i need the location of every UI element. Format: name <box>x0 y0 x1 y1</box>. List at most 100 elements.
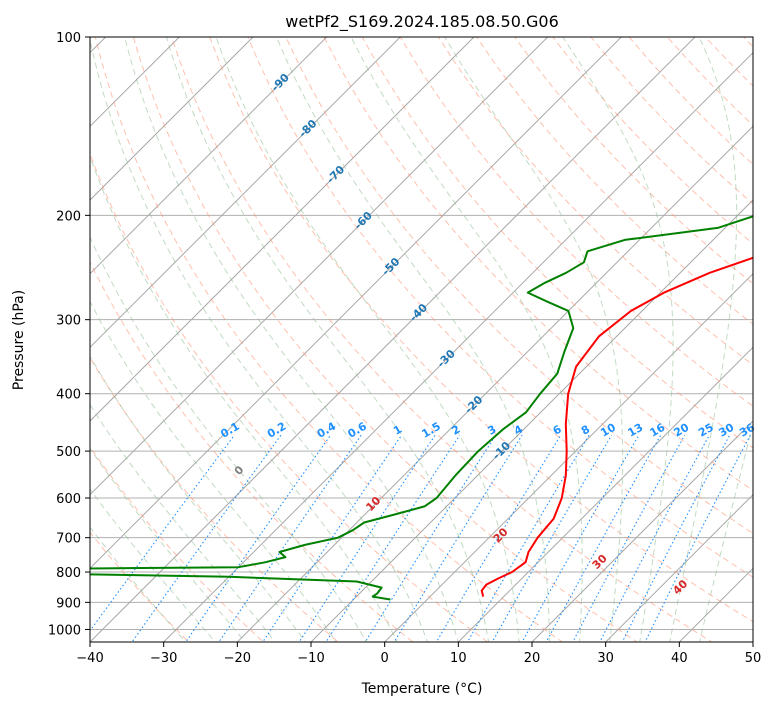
isotherm-line <box>236 125 753 642</box>
moist-adiabat-lines <box>90 37 753 642</box>
mixing-ratio-label: 30 <box>717 421 737 440</box>
isotherm-line <box>90 37 254 201</box>
mixing-ratio-line <box>466 434 590 642</box>
dry-adiabat-line <box>755 10 775 654</box>
moist-adiabat-line <box>562 37 674 642</box>
moist-adiabat-line <box>90 488 216 642</box>
mixing-ratio-label: 0.1 <box>218 420 241 441</box>
moist-adiabat-line <box>699 421 753 642</box>
y-tick-label: 200 <box>56 209 81 224</box>
moist-adiabat-line <box>90 526 187 642</box>
mixing-ratio-line <box>521 434 640 642</box>
moist-adiabat-line <box>444 37 624 642</box>
mixing-ratio-label: 1 <box>391 423 404 438</box>
x-tick-label: 20 <box>524 651 541 666</box>
isotherm-line <box>90 37 549 496</box>
mixing-ratio-label: 2 <box>449 423 462 438</box>
y-axis-label: Pressure (hPa) <box>11 290 27 390</box>
dry-adiabat-line <box>90 260 414 642</box>
y-tick-label: 400 <box>56 388 81 403</box>
isotherm-label: -20 <box>462 393 485 416</box>
isotherm-line <box>90 37 402 349</box>
mixing-ratio-label: 0.6 <box>345 419 369 440</box>
mixing-ratio-line <box>262 434 403 642</box>
dry-adiabat-line <box>170 37 713 642</box>
moist-adiabat-line <box>90 235 367 642</box>
isotherm-line <box>90 37 696 642</box>
mixing-ratio-line <box>621 434 731 642</box>
mixing-ratio-line <box>435 434 562 642</box>
y-tick-label: 600 <box>56 492 81 507</box>
x-tick-label: −40 <box>76 651 103 666</box>
isotherm-line <box>457 346 753 642</box>
mixing-ratio-label: 0.4 <box>315 419 339 440</box>
x-tick-label: 40 <box>671 651 688 666</box>
dry-adiabat-line <box>247 37 753 578</box>
mixing-ratio-line <box>545 434 662 642</box>
y-tick-label: 700 <box>56 532 81 547</box>
mixing-ratio-label: 16 <box>647 421 667 440</box>
mixing-ratio-line <box>325 434 461 642</box>
dry-adiabat-lines <box>90 10 775 654</box>
dry-adiabat-line <box>514 37 753 285</box>
dry-adiabat-line <box>90 356 339 642</box>
isotherm-line <box>90 37 181 128</box>
isotherm-label: -60 <box>352 209 375 232</box>
dry-adiabat-line <box>742 37 753 48</box>
moist-adiabat-line <box>90 38 429 642</box>
moist-adiabat-line <box>215 37 520 642</box>
y-tick-label: 500 <box>56 445 81 460</box>
dry-adiabat-line <box>476 37 753 325</box>
x-tick-label: 0 <box>381 651 389 666</box>
mixing-ratio-label: 1.5 <box>420 420 443 441</box>
moist-adiabat-line <box>90 300 337 642</box>
dry-adiabat-line <box>323 37 753 491</box>
isotherm-line <box>162 51 753 642</box>
isotherm-line <box>531 420 753 642</box>
moist-adiabat-line <box>90 447 246 642</box>
y-tick-label: 100 <box>56 31 81 46</box>
mixing-ratio-label: 0.2 <box>265 420 288 441</box>
dry-adiabat-line <box>90 152 489 642</box>
dry-adiabat-line <box>90 446 265 642</box>
x-axis-label: Temperature (°C) <box>361 681 483 697</box>
mixing-ratio-lines <box>90 434 751 642</box>
mixing-ratio-line <box>364 434 497 642</box>
moist-adiabat-line <box>669 37 738 642</box>
isotherm-label: -80 <box>296 117 319 140</box>
mixing-ratio-line <box>572 434 686 642</box>
mixing-ratio-line <box>218 434 362 642</box>
x-tick-label: 30 <box>597 651 614 666</box>
y-tick-label: 900 <box>56 596 81 611</box>
x-tick-label: 50 <box>745 651 762 666</box>
mixing-ratio-label: 20 <box>672 421 692 440</box>
mixing-ratio-line <box>90 434 235 632</box>
isotherm-line <box>383 272 753 642</box>
mixing-ratio-label: 6 <box>551 422 564 437</box>
mixing-ratio-label: 36 <box>737 421 757 440</box>
moist-adiabat-line <box>276 37 550 642</box>
line-labels: -90-80-70-60-50-40-30-20-100.1 0.2 0.4 0.6 1… <box>218 71 757 597</box>
dry-adiabat-line <box>361 37 753 449</box>
mixing-ratio-line <box>491 434 613 642</box>
dry-adiabat-line <box>285 37 753 535</box>
y-axis: 100 200 300 400 500 600 700 800 900 1000 <box>48 31 90 638</box>
y-tick-label: 1000 <box>48 623 81 638</box>
x-tick-label: 10 <box>450 651 467 666</box>
dry-adiabat-line <box>132 37 638 642</box>
moist-adiabat-line <box>350 37 583 642</box>
isotherm-line <box>90 37 328 275</box>
mixing-ratio-label: 8 <box>579 423 592 438</box>
x-tick-label: −10 <box>297 651 324 666</box>
x-axis: −40 −30 −20 −10 0 10 20 30 40 50 <box>76 642 761 666</box>
dry-adiabat-line <box>209 37 753 623</box>
mixing-ratio-line <box>131 434 282 642</box>
mixing-ratio-line <box>298 434 436 642</box>
moist-adiabat-label: 30 <box>590 552 610 572</box>
moist-adiabat-line <box>165 37 490 642</box>
profile-series <box>90 215 753 601</box>
isotherm-line <box>90 37 475 422</box>
moist-adiabat-line <box>90 154 398 642</box>
x-tick-label: −30 <box>150 651 177 666</box>
